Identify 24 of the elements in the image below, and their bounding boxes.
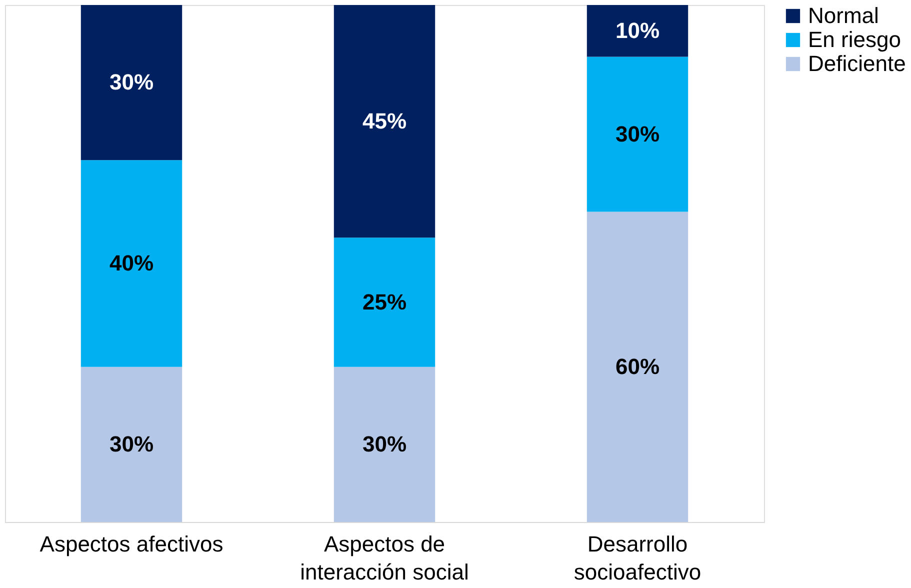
legend-label: En riesgo [808, 27, 901, 52]
bar [334, 366, 436, 522]
data-label: 45% [362, 108, 407, 134]
bar [586, 56, 688, 212]
x-tick-label: Aspectos de interacción social [300, 532, 469, 584]
bar [334, 238, 436, 367]
data-label: 30% [362, 431, 407, 456]
data-label: 10% [615, 18, 660, 43]
x-tick-label: Aspectos afectivos [40, 532, 224, 556]
legend-label: Normal [808, 3, 879, 28]
bar [80, 160, 182, 367]
data-label: 25% [362, 289, 407, 314]
x-tick-label: Desarrollo socioafectivo [574, 532, 702, 584]
bar [334, 5, 436, 238]
data-label: 30% [109, 431, 154, 456]
bar [586, 5, 688, 57]
legend-label: Deficiente [808, 51, 906, 76]
data-label: 40% [109, 250, 154, 276]
bar [80, 366, 182, 522]
data-label: 60% [615, 354, 660, 379]
bar [80, 5, 182, 160]
data-label: 30% [615, 121, 660, 146]
data-label: 30% [109, 70, 154, 95]
bar [586, 212, 688, 522]
